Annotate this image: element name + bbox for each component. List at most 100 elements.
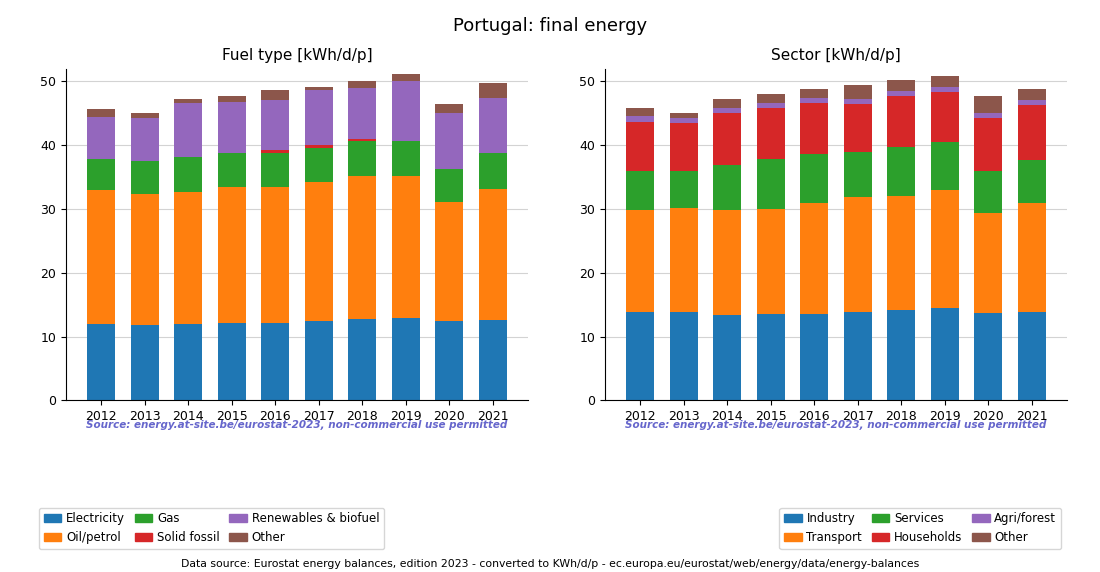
Bar xyxy=(626,122,654,172)
Bar xyxy=(757,108,785,158)
Bar xyxy=(931,190,959,308)
Bar xyxy=(844,104,872,152)
Bar xyxy=(218,186,246,323)
Bar xyxy=(87,159,116,190)
Bar xyxy=(887,147,915,196)
Bar xyxy=(626,108,654,117)
Bar xyxy=(174,324,202,400)
Bar xyxy=(800,89,828,98)
Bar xyxy=(844,197,872,312)
Bar xyxy=(670,123,697,170)
Bar xyxy=(887,196,915,311)
Bar xyxy=(305,145,333,148)
Bar xyxy=(757,209,785,314)
Text: Data source: Eurostat energy balances, edition 2023 - converted to KWh/d/p - ec.: Data source: Eurostat energy balances, e… xyxy=(180,559,920,569)
Bar xyxy=(174,157,202,192)
Bar xyxy=(218,153,246,186)
Bar xyxy=(305,148,333,182)
Bar xyxy=(478,189,507,320)
Bar xyxy=(131,161,158,194)
Bar xyxy=(392,81,420,141)
Bar xyxy=(887,311,915,400)
Bar xyxy=(713,100,741,108)
Bar xyxy=(261,100,289,150)
Legend: Electricity, Oil/petrol, Gas, Solid fossil, Renewables & biofuel, Other: Electricity, Oil/petrol, Gas, Solid foss… xyxy=(39,507,384,549)
Bar xyxy=(305,90,333,145)
Bar xyxy=(392,141,420,176)
Bar xyxy=(436,169,463,202)
Bar xyxy=(261,90,289,100)
Bar xyxy=(131,194,158,325)
Bar xyxy=(478,98,507,153)
Bar xyxy=(1018,89,1046,100)
Bar xyxy=(348,88,376,139)
Bar xyxy=(478,84,507,98)
Bar xyxy=(670,113,697,118)
Bar xyxy=(305,182,333,321)
Bar xyxy=(800,202,828,314)
Bar xyxy=(261,323,289,400)
Bar xyxy=(348,319,376,400)
Bar xyxy=(975,172,1002,213)
Bar xyxy=(478,153,507,189)
Bar xyxy=(436,113,463,169)
Bar xyxy=(131,325,158,400)
Bar xyxy=(87,324,116,400)
Bar xyxy=(87,109,116,117)
Bar xyxy=(174,103,202,157)
Text: Portugal: final energy: Portugal: final energy xyxy=(453,17,647,35)
Bar xyxy=(887,91,915,96)
Bar xyxy=(713,210,741,315)
Bar xyxy=(1018,105,1046,160)
Bar xyxy=(436,321,463,400)
Bar xyxy=(348,177,376,319)
Bar xyxy=(844,152,872,197)
Bar xyxy=(348,141,376,176)
Bar xyxy=(975,113,1002,118)
Bar xyxy=(844,85,872,100)
Bar xyxy=(478,320,507,400)
Bar xyxy=(757,103,785,108)
Bar xyxy=(218,323,246,400)
Bar xyxy=(626,117,654,122)
Bar xyxy=(975,118,1002,172)
Bar xyxy=(844,312,872,400)
Bar xyxy=(131,118,158,161)
Bar xyxy=(670,118,697,123)
Bar xyxy=(392,74,420,81)
Bar xyxy=(436,202,463,321)
Bar xyxy=(800,154,828,202)
Bar xyxy=(261,186,289,323)
Bar xyxy=(670,208,697,312)
Bar xyxy=(1018,312,1046,400)
Bar xyxy=(975,96,1002,113)
Text: Source: energy.at-site.be/eurostat-2023, non-commercial use permitted: Source: energy.at-site.be/eurostat-2023,… xyxy=(87,420,507,430)
Bar xyxy=(887,96,915,147)
Bar xyxy=(392,318,420,400)
Bar xyxy=(392,176,420,318)
Title: Fuel type [kWh/d/p]: Fuel type [kWh/d/p] xyxy=(222,48,372,63)
Bar xyxy=(626,312,654,400)
Bar xyxy=(757,158,785,209)
Bar xyxy=(1018,160,1046,203)
Bar xyxy=(670,170,697,208)
Bar xyxy=(305,321,333,400)
Bar xyxy=(757,94,785,103)
Bar xyxy=(261,150,289,153)
Bar xyxy=(218,96,246,102)
Bar xyxy=(436,104,463,113)
Bar xyxy=(931,92,959,142)
Text: Source: energy.at-site.be/eurostat-2023, non-commercial use permitted: Source: energy.at-site.be/eurostat-2023,… xyxy=(626,420,1046,430)
Bar xyxy=(800,98,828,103)
Bar xyxy=(87,190,116,324)
Bar xyxy=(174,98,202,103)
Bar xyxy=(713,315,741,400)
Bar xyxy=(713,165,741,210)
Bar xyxy=(713,113,741,165)
Bar xyxy=(800,314,828,400)
Title: Sector [kWh/d/p]: Sector [kWh/d/p] xyxy=(771,48,901,63)
Bar xyxy=(670,312,697,400)
Bar xyxy=(1018,203,1046,312)
Bar xyxy=(844,100,872,104)
Bar xyxy=(931,142,959,190)
